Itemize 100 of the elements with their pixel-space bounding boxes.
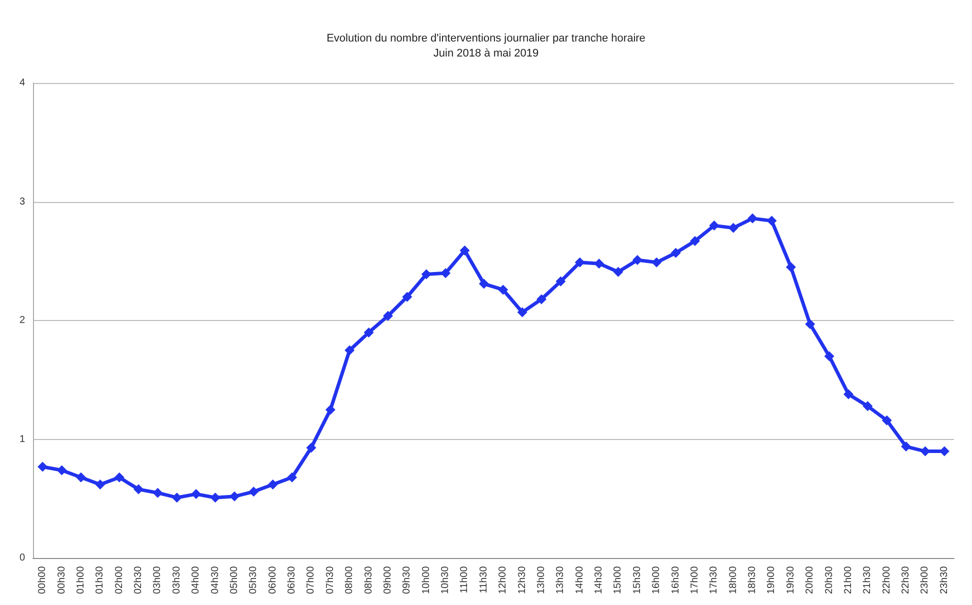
x-tick-label: 15h00 [612,566,624,594]
point [824,351,834,362]
point [152,488,163,498]
point [843,389,854,400]
x-tick-label: 08h30 [363,566,374,594]
point [325,404,336,415]
point [748,213,758,224]
x-tick-label: 02h00 [114,566,125,594]
x-tick-label: 04h30 [210,566,221,594]
x-tick-label: 19h00 [766,566,778,594]
point [421,269,432,280]
x-tick-label: 16h00 [651,566,662,594]
point [56,465,67,476]
x-tick-label: 11h00 [459,566,470,594]
x-tick-label: 23h30 [938,566,950,594]
x-tick-label: 22h00 [881,566,892,594]
x-tick-label: 06h00 [267,566,278,594]
point [306,442,316,453]
point [498,284,508,295]
x-tick-label: 16h30 [670,566,682,594]
point [862,401,873,412]
point [805,319,816,330]
x-tick-label: 20h30 [824,566,835,594]
point [248,486,259,497]
point [440,268,451,278]
point [268,480,278,490]
x-tick-label: 13h00 [536,566,547,594]
point [517,307,528,318]
point [210,492,220,503]
x-tick-label: 09h00 [382,566,394,594]
x-tick-label: 05h00 [228,566,240,594]
chart-title: Evolution du nombre d'interventions journalier par tranche horaire [326,32,646,44]
point [229,491,240,502]
point [38,462,48,472]
x-tick-label: 04h00 [190,566,202,594]
point [478,278,489,289]
point [460,246,470,256]
point [632,255,642,266]
x-tick-label: 10h30 [440,566,452,594]
y-tick-label: 2 [19,315,26,326]
point [613,266,624,277]
x-tick-label: 01h30 [94,566,106,594]
x-tick-label: 08h00 [344,566,356,594]
x-tick-label: 18h00 [728,566,739,594]
x-tick-label: 21h30 [862,566,874,594]
point [786,262,796,272]
x-tick-label: 09h30 [402,566,413,594]
x-tick-label: 21h00 [842,566,854,594]
x-tick-label: 05h30 [248,566,260,594]
x-tick-label: 18h30 [747,566,758,594]
y-tick-label: 1 [19,434,26,445]
point [364,327,374,338]
point [172,492,182,503]
point [556,276,566,286]
point [382,310,393,321]
x-tick-label: 14h00 [574,566,586,594]
point [766,216,777,226]
point [287,472,298,482]
x-tick-label: 12h30 [516,566,528,594]
point [652,257,662,268]
x-tick-label: 14h30 [594,566,605,594]
x-tick-label: 03h00 [152,566,164,594]
x-tick-label: 07h00 [306,566,317,594]
point [134,484,144,494]
point [690,236,700,246]
x-tick-label: 10h00 [420,566,432,594]
point [594,258,604,269]
x-tick-label: 06h30 [286,566,298,594]
point [191,489,202,500]
point [882,415,892,426]
y-tick-label: 4 [19,78,26,88]
point [574,257,585,268]
point [728,222,738,233]
point [709,220,720,231]
point [95,480,106,490]
y-tick-label: 3 [19,196,26,208]
chart-subtitle: Juin 2018 à mai 2019 [433,48,539,60]
x-tick-label: 22h30 [900,566,912,594]
x-tick-label: 00h00 [37,566,48,594]
x-tick-label: 01h00 [75,566,86,594]
point [536,294,546,304]
x-tick-label: 19h30 [785,566,796,594]
x-tick-label: 20h00 [804,566,816,594]
x-tick-label: 00h30 [56,566,68,594]
point [344,345,355,356]
x-tick-label: 23h00 [920,566,931,594]
x-tick-label: 11h30 [478,566,490,594]
x-tick-label: 13h30 [555,566,566,594]
x-tick-label: 03h30 [171,566,182,594]
point [114,472,124,482]
point [402,292,412,302]
x-tick-label: 17h00 [689,566,700,594]
x-tick-label: 02h30 [133,566,144,594]
x-tick-label: 17h30 [708,566,720,594]
point [76,472,86,482]
x-tick-label: 07h30 [324,566,336,594]
point [670,248,681,258]
x-tick-label: 12h00 [498,566,509,594]
x-tick-label: 15h30 [632,566,643,594]
point [901,442,912,452]
